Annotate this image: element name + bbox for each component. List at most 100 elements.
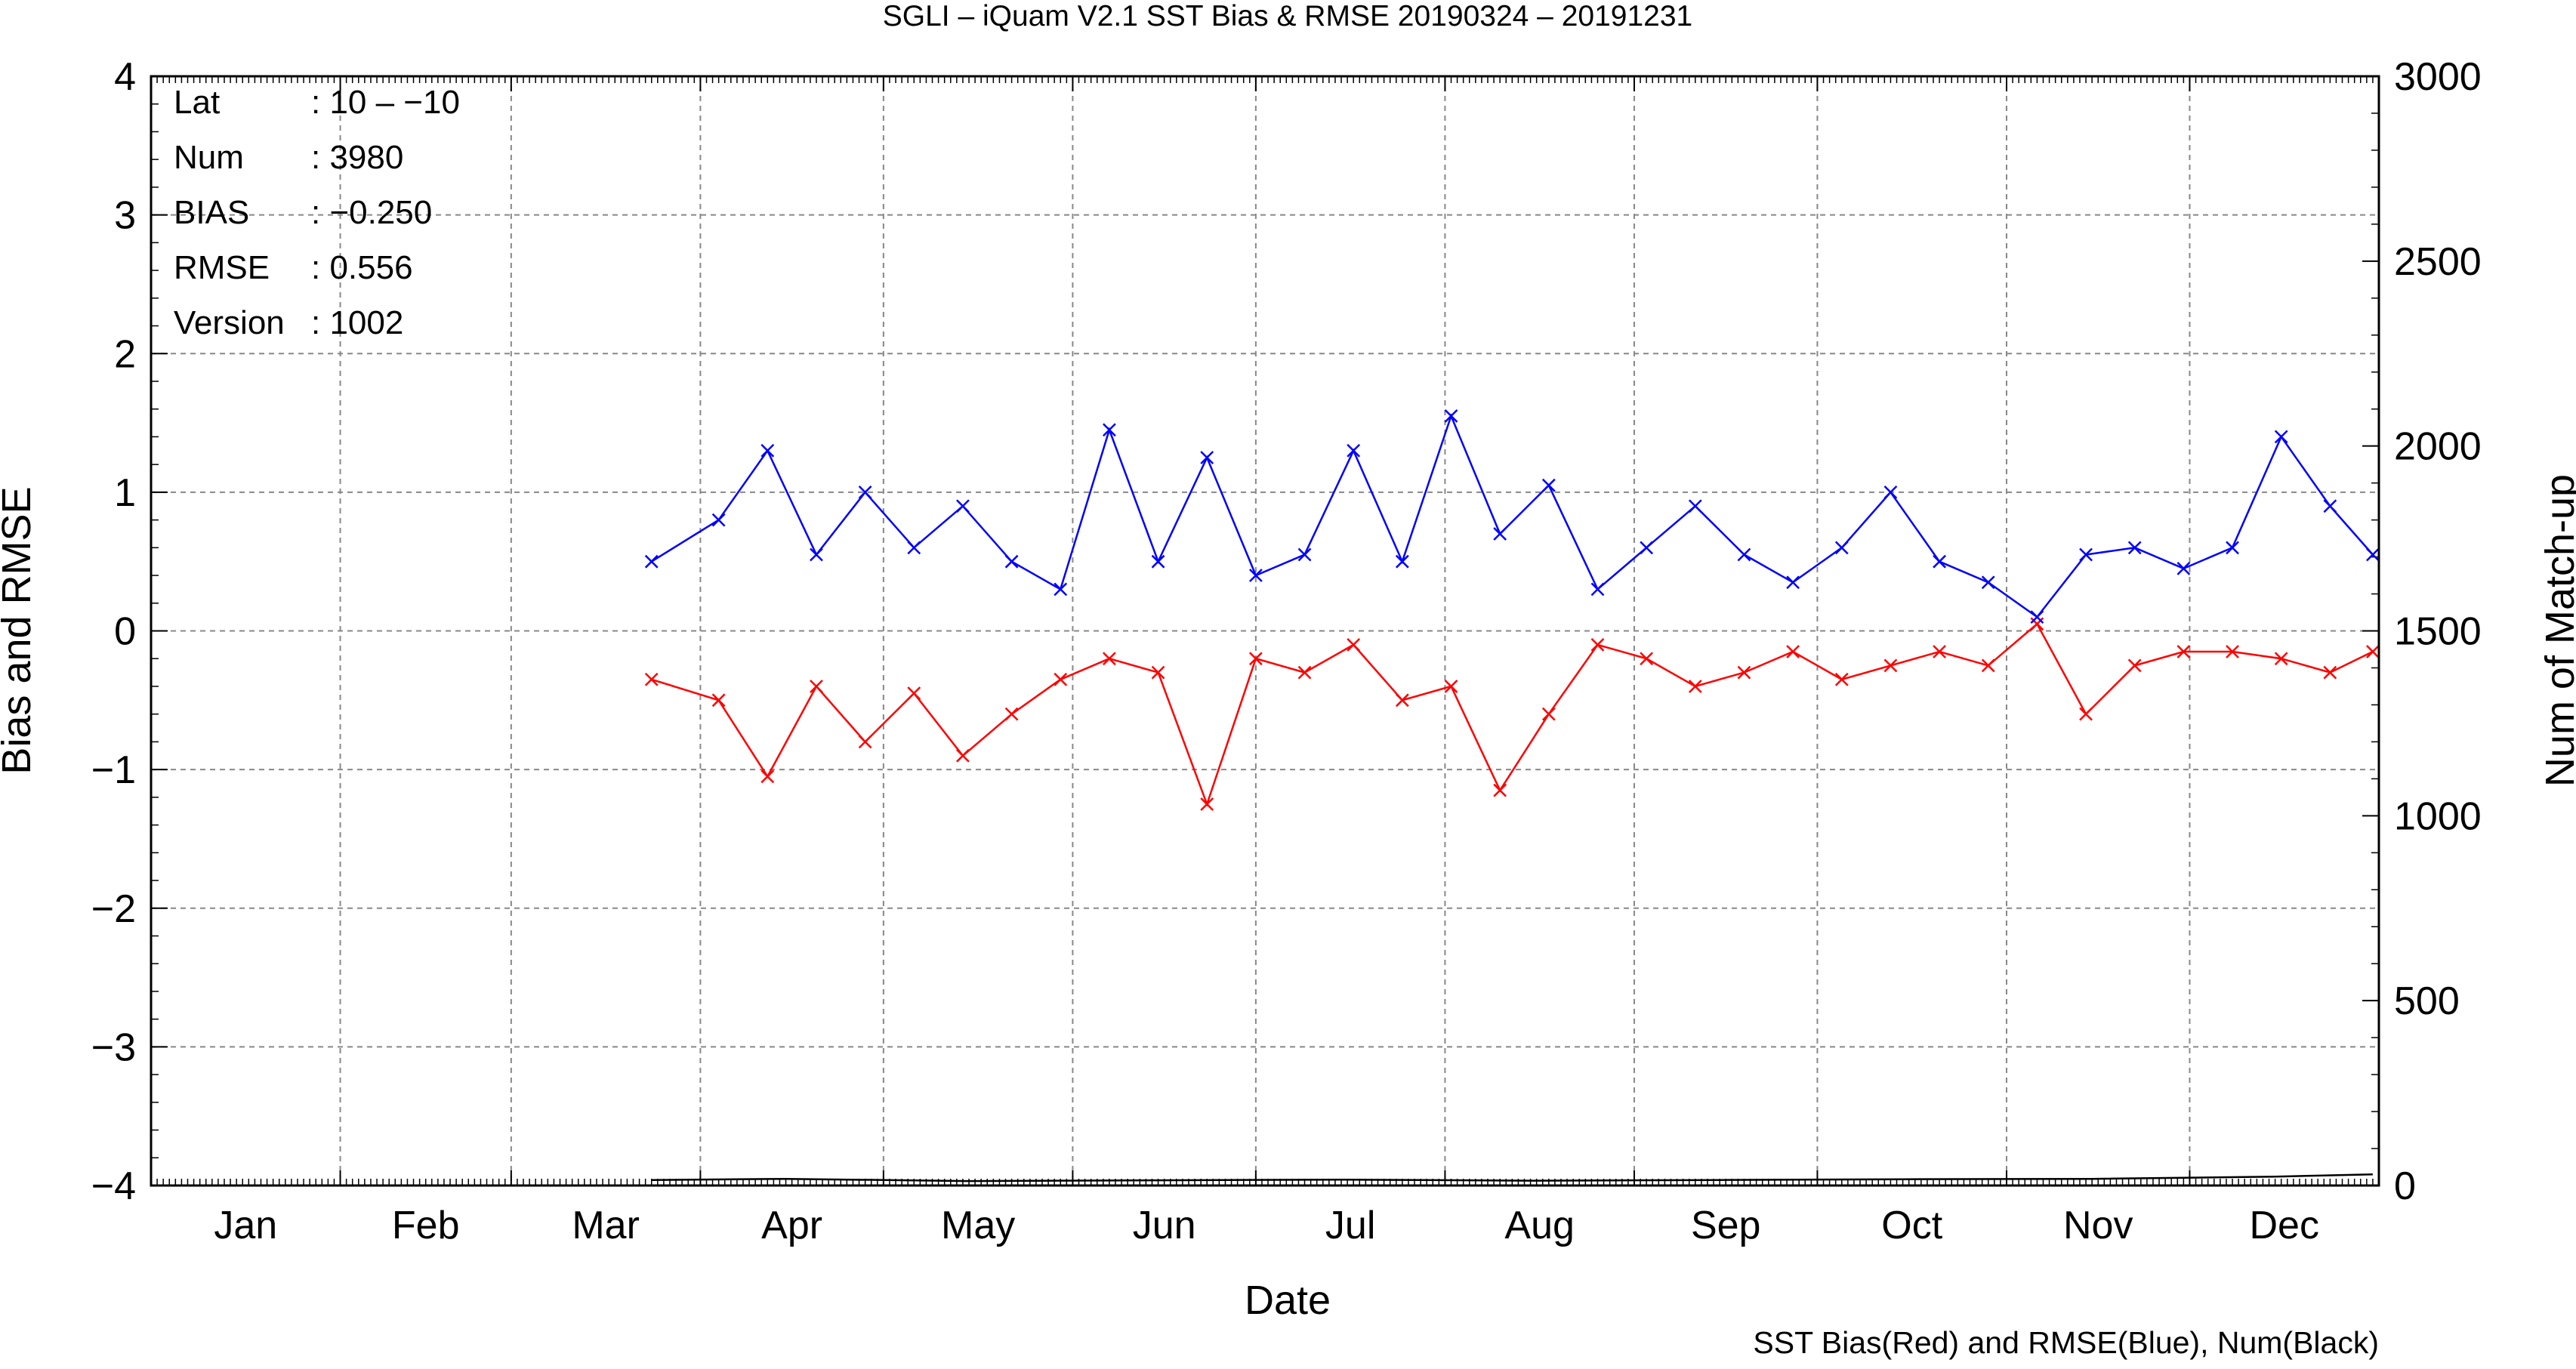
data-point xyxy=(1347,637,1361,652)
data-point xyxy=(2079,707,2093,721)
data-point xyxy=(956,499,970,513)
y-right-tick-label: 500 xyxy=(2394,979,2460,1023)
stat-key: Version xyxy=(174,304,285,341)
series-2 xyxy=(651,1173,2373,1182)
data-point xyxy=(2079,547,2093,562)
data-point xyxy=(2226,541,2239,555)
x-tick-label: Feb xyxy=(392,1204,460,1247)
data-point xyxy=(2366,547,2380,562)
y-left-tick-label: 4 xyxy=(114,55,136,99)
data-point xyxy=(1493,527,1507,541)
x-tick-label: Jan xyxy=(214,1204,277,1247)
data-point xyxy=(1004,554,1019,569)
y-right-tick-label: 1000 xyxy=(2394,794,2482,838)
data-point xyxy=(810,680,823,693)
data-point xyxy=(760,443,775,458)
x-tick-label: Oct xyxy=(1881,1204,1942,1247)
data-point xyxy=(1834,672,1849,686)
data-point xyxy=(711,693,726,708)
data-point xyxy=(2127,658,2142,673)
data-point xyxy=(760,769,775,784)
data-point xyxy=(1054,672,1068,686)
y-left-tick-label: 0 xyxy=(114,610,136,654)
plot-frame xyxy=(150,75,2380,1187)
series-line xyxy=(651,413,2374,618)
x-tick-label: Dec xyxy=(2249,1204,2318,1247)
data-point xyxy=(858,485,872,499)
y-right-tick-label: 1500 xyxy=(2394,610,2482,654)
y-left-tick-label: −2 xyxy=(91,887,136,931)
data-point xyxy=(1103,652,1116,666)
y-left-tick-label: −4 xyxy=(91,1164,136,1208)
data-point xyxy=(1395,554,1409,569)
data-point xyxy=(2176,645,2191,658)
stats-box: Lat : 10 – −10 Num : 3980 BIAS : −0.250 RMSE : … xyxy=(174,84,460,341)
data-point xyxy=(1933,645,1946,658)
x-tick-labels: Jan Feb Mar Apr May Jun Jul Aug Sep Oct Nov Dec xyxy=(214,1204,2319,1247)
stat-value: : 3980 xyxy=(311,139,403,176)
y-left-axis-label: Bias and RMSE xyxy=(0,486,39,774)
data-point xyxy=(858,735,872,749)
data-point xyxy=(1590,637,1605,652)
data-point xyxy=(2323,499,2337,513)
data-point xyxy=(1786,645,1800,658)
x-tick-label: Aug xyxy=(1504,1204,1575,1247)
data-point xyxy=(1493,783,1507,797)
data-point xyxy=(1297,665,1312,680)
data-point xyxy=(1200,797,1214,811)
data-point xyxy=(1640,541,1654,555)
data-point xyxy=(1444,680,1458,693)
x-tick-label: Nov xyxy=(2063,1204,2133,1247)
y-right-tick-label: 0 xyxy=(2394,1164,2416,1208)
data-point xyxy=(1248,652,1263,666)
y-right-tick-label: 3000 xyxy=(2394,55,2482,99)
x-tick-label: Jul xyxy=(1325,1204,1375,1247)
data-point xyxy=(1004,707,1019,721)
grid-lines xyxy=(151,76,2379,1186)
data-point xyxy=(956,748,970,763)
x-tick-label: May xyxy=(941,1204,1015,1247)
y-right-axis-label: Num of Match-up xyxy=(2537,474,2576,787)
y-left-tick-label: −3 xyxy=(91,1025,136,1069)
y-left-tick-label: 1 xyxy=(114,471,136,515)
data-point xyxy=(1200,451,1214,464)
stat-key: RMSE xyxy=(174,249,270,286)
data-point xyxy=(2226,645,2239,658)
stat-value: : 0.556 xyxy=(311,249,413,286)
y-left-tick-labels: 4 3 2 1 0 −1 −2 −3 −4 xyxy=(91,55,136,1208)
data-point xyxy=(1933,554,1946,569)
y-right-tick-label: 2000 xyxy=(2394,425,2482,469)
data-point xyxy=(644,554,659,569)
series-1 xyxy=(644,409,2380,624)
y-left-tick-label: 2 xyxy=(114,332,136,376)
y-right-tick-label: 2500 xyxy=(2394,240,2482,284)
chart-footer-note: SST Bias(Red) and RMSE(Blue), Num(Black) xyxy=(1753,1325,2379,1360)
stat-value: : 10 – −10 xyxy=(311,84,460,121)
data-point xyxy=(810,547,823,562)
data-point xyxy=(1541,707,1556,721)
data-point xyxy=(2274,430,2288,444)
series-line xyxy=(651,622,2374,807)
series-0 xyxy=(644,617,2380,811)
data-point xyxy=(1151,665,1165,680)
y-left-tick-label: −1 xyxy=(91,748,136,792)
y-right-tick-labels: 3000 2500 2000 1500 1000 500 0 xyxy=(2394,55,2482,1208)
data-point xyxy=(2030,610,2044,624)
data-point xyxy=(1786,575,1800,590)
data-point xyxy=(1688,680,1702,693)
x-tick-label: Apr xyxy=(761,1204,822,1247)
stat-key: Num xyxy=(174,139,244,176)
data-point xyxy=(2323,665,2337,680)
data-point xyxy=(2127,541,2142,555)
data-series xyxy=(644,409,2380,1182)
data-point xyxy=(1347,443,1361,458)
stat-key: Lat xyxy=(174,84,220,121)
stat-value: : −0.250 xyxy=(311,194,432,231)
data-point xyxy=(1395,693,1409,708)
data-point xyxy=(644,672,659,686)
stat-key: BIAS xyxy=(174,194,249,231)
data-point xyxy=(1541,478,1556,492)
stat-value: : 1002 xyxy=(311,304,403,341)
data-point xyxy=(907,686,921,701)
data-point xyxy=(1883,485,1898,499)
